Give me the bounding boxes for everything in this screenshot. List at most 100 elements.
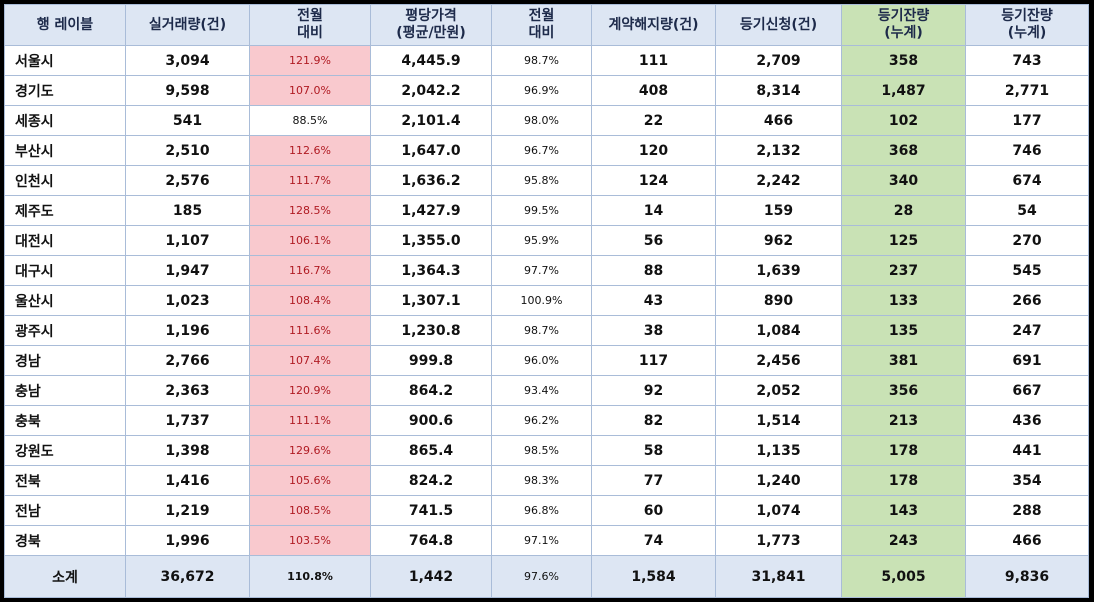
cell-remaining-green[interactable]: 340 — [841, 165, 966, 196]
cell-cancel[interactable]: 58 — [591, 435, 716, 466]
cell-price-mom[interactable]: 96.0% — [491, 345, 592, 376]
header-region[interactable]: 행 레이블 — [4, 4, 126, 46]
cell-cancel[interactable]: 74 — [591, 525, 716, 556]
cell-trans-mom[interactable]: 106.1% — [249, 225, 371, 256]
cell-remaining[interactable]: 436 — [965, 405, 1089, 436]
cell-price-mom[interactable]: 96.2% — [491, 405, 592, 436]
cell-region[interactable]: 세종시 — [4, 105, 126, 136]
cell-price[interactable]: 2,042.2 — [370, 75, 492, 106]
cell-registry[interactable]: 2,132 — [715, 135, 842, 166]
cell-transactions[interactable]: 1,996 — [125, 525, 250, 556]
cell-remaining-green[interactable]: 133 — [841, 285, 966, 316]
cell-region[interactable]: 대구시 — [4, 255, 126, 286]
cell-remaining[interactable]: 441 — [965, 435, 1089, 466]
cell-registry[interactable]: 2,242 — [715, 165, 842, 196]
cell-trans-mom[interactable]: 116.7% — [249, 255, 371, 286]
cell-remaining-green[interactable]: 28 — [841, 195, 966, 226]
cell-remaining-green[interactable]: 356 — [841, 375, 966, 406]
cell-price[interactable]: 1,364.3 — [370, 255, 492, 286]
cell-price[interactable]: 900.6 — [370, 405, 492, 436]
cell-remaining-green[interactable]: 243 — [841, 525, 966, 556]
cell-price-mom[interactable]: 97.7% — [491, 255, 592, 286]
cell-remaining-green[interactable]: 102 — [841, 105, 966, 136]
cell-transactions[interactable]: 1,196 — [125, 315, 250, 346]
cell-region[interactable]: 충북 — [4, 405, 126, 436]
cell-region[interactable]: 경기도 — [4, 75, 126, 106]
cell-cancel[interactable]: 43 — [591, 285, 716, 316]
cell-remaining[interactable]: 545 — [965, 255, 1089, 286]
header-registry[interactable]: 등기신청(건) — [715, 4, 842, 46]
cell-registry[interactable]: 962 — [715, 225, 842, 256]
cell-price[interactable]: 1,636.2 — [370, 165, 492, 196]
cell-registry[interactable]: 1,514 — [715, 405, 842, 436]
cell-transactions[interactable]: 1,023 — [125, 285, 250, 316]
cell-price[interactable]: 1,230.8 — [370, 315, 492, 346]
cell-trans-mom[interactable]: 121.9% — [249, 45, 371, 76]
cell-trans-mom[interactable]: 103.5% — [249, 525, 371, 556]
cell-remaining[interactable]: 691 — [965, 345, 1089, 376]
cell-registry[interactable]: 890 — [715, 285, 842, 316]
cell-price-mom[interactable]: 100.9% — [491, 285, 592, 316]
cell-region[interactable]: 전남 — [4, 495, 126, 526]
cell-price-mom[interactable]: 98.7% — [491, 45, 592, 76]
cell-transactions[interactable]: 185 — [125, 195, 250, 226]
cell-trans-mom[interactable]: 105.6% — [249, 465, 371, 496]
cell-remaining[interactable]: 674 — [965, 165, 1089, 196]
header-cancel[interactable]: 계약해지량(건) — [591, 4, 716, 46]
cell-transactions[interactable]: 1,398 — [125, 435, 250, 466]
total-remaining[interactable]: 9,836 — [965, 555, 1089, 598]
cell-price[interactable]: 764.8 — [370, 525, 492, 556]
total-label[interactable]: 소계 — [4, 555, 126, 598]
cell-region[interactable]: 대전시 — [4, 225, 126, 256]
cell-price[interactable]: 4,445.9 — [370, 45, 492, 76]
cell-cancel[interactable]: 124 — [591, 165, 716, 196]
cell-price-mom[interactable]: 98.0% — [491, 105, 592, 136]
cell-transactions[interactable]: 2,510 — [125, 135, 250, 166]
cell-region[interactable]: 광주시 — [4, 315, 126, 346]
cell-price[interactable]: 1,307.1 — [370, 285, 492, 316]
cell-transactions[interactable]: 2,766 — [125, 345, 250, 376]
cell-cancel[interactable]: 77 — [591, 465, 716, 496]
cell-price[interactable]: 1,647.0 — [370, 135, 492, 166]
cell-price[interactable]: 1,355.0 — [370, 225, 492, 256]
cell-transactions[interactable]: 1,947 — [125, 255, 250, 286]
cell-trans-mom[interactable]: 111.1% — [249, 405, 371, 436]
cell-cancel[interactable]: 38 — [591, 315, 716, 346]
cell-price-mom[interactable]: 97.1% — [491, 525, 592, 556]
cell-cancel[interactable]: 22 — [591, 105, 716, 136]
cell-price[interactable]: 999.8 — [370, 345, 492, 376]
header-price-mom[interactable]: 전월 대비 — [491, 4, 592, 46]
cell-registry[interactable]: 2,052 — [715, 375, 842, 406]
cell-remaining[interactable]: 54 — [965, 195, 1089, 226]
total-trans-mom[interactable]: 110.8% — [249, 555, 371, 598]
cell-region[interactable]: 제주도 — [4, 195, 126, 226]
cell-registry[interactable]: 1,773 — [715, 525, 842, 556]
cell-cancel[interactable]: 56 — [591, 225, 716, 256]
cell-remaining[interactable]: 746 — [965, 135, 1089, 166]
cell-registry[interactable]: 1,240 — [715, 465, 842, 496]
cell-trans-mom[interactable]: 120.9% — [249, 375, 371, 406]
cell-price-mom[interactable]: 95.8% — [491, 165, 592, 196]
cell-remaining-green[interactable]: 237 — [841, 255, 966, 286]
header-trans-mom[interactable]: 전월 대비 — [249, 4, 371, 46]
cell-registry[interactable]: 1,135 — [715, 435, 842, 466]
cell-remaining[interactable]: 288 — [965, 495, 1089, 526]
cell-registry[interactable]: 1,074 — [715, 495, 842, 526]
cell-price-mom[interactable]: 98.5% — [491, 435, 592, 466]
cell-transactions[interactable]: 2,363 — [125, 375, 250, 406]
cell-region[interactable]: 충남 — [4, 375, 126, 406]
cell-transactions[interactable]: 541 — [125, 105, 250, 136]
cell-price-mom[interactable]: 93.4% — [491, 375, 592, 406]
cell-registry[interactable]: 1,639 — [715, 255, 842, 286]
cell-region[interactable]: 경남 — [4, 345, 126, 376]
total-price-mom[interactable]: 97.6% — [491, 555, 592, 598]
cell-remaining[interactable]: 247 — [965, 315, 1089, 346]
cell-remaining[interactable]: 354 — [965, 465, 1089, 496]
cell-region[interactable]: 인천시 — [4, 165, 126, 196]
cell-trans-mom[interactable]: 111.7% — [249, 165, 371, 196]
cell-trans-mom[interactable]: 129.6% — [249, 435, 371, 466]
cell-price[interactable]: 864.2 — [370, 375, 492, 406]
cell-price[interactable]: 1,427.9 — [370, 195, 492, 226]
cell-price[interactable]: 741.5 — [370, 495, 492, 526]
cell-trans-mom[interactable]: 88.5% — [249, 105, 371, 136]
